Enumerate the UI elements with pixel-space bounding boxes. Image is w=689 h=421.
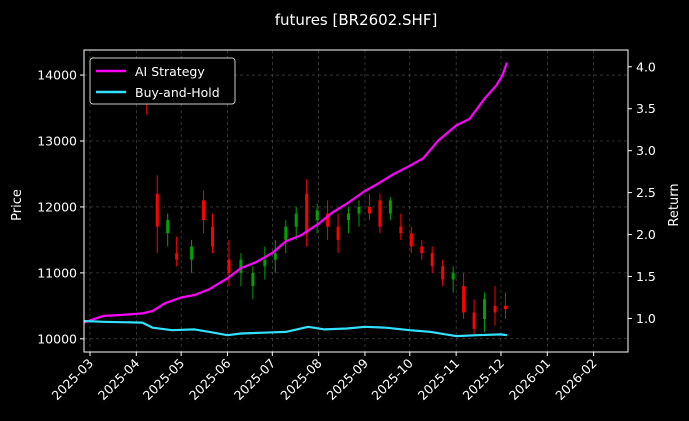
x-tick-label: 2025-05 xyxy=(140,356,188,404)
x-tick-label: 2025-09 xyxy=(324,355,372,403)
x-tick-label: 2025-11 xyxy=(415,356,463,404)
legend-box xyxy=(89,57,236,105)
candle-body xyxy=(166,220,170,234)
x-tick-label: 2026-01 xyxy=(506,356,554,404)
y2-tick-label: 2.5 xyxy=(636,185,656,200)
y-tick-label: 10000 xyxy=(37,331,77,346)
candle-body xyxy=(155,193,159,227)
candle-body xyxy=(239,259,243,273)
candle-body xyxy=(347,213,351,221)
candle-body xyxy=(336,226,340,240)
y-axis-label: Price xyxy=(10,189,25,221)
legend-label: AI Strategy xyxy=(135,64,205,79)
x-tick-label: 2025-07 xyxy=(231,356,279,404)
y2-tick-label: 2.0 xyxy=(636,227,656,242)
legend-label: Buy-and-Hold xyxy=(135,85,220,100)
candle-body xyxy=(420,246,424,254)
y-tick-label: 12000 xyxy=(37,199,77,214)
candle-body xyxy=(451,272,455,280)
plot-frame xyxy=(83,49,629,353)
axes-ticks: 10000 11000 12000 13000 14000 1.0 1.5 2.0 2.5 3.0… xyxy=(37,59,656,403)
series-layer xyxy=(83,62,508,338)
y-tick-label: 11000 xyxy=(37,265,77,280)
y2-axis-label: Return xyxy=(667,183,682,226)
chart-title: futures [BR2602.SHF] xyxy=(275,11,438,29)
y-tick-label: 14000 xyxy=(37,68,77,83)
candle-body xyxy=(430,253,434,267)
candle-body xyxy=(294,213,298,227)
legend: AI Strategy Buy-and-Hold xyxy=(89,57,236,105)
candle-body xyxy=(409,233,413,247)
candle-body xyxy=(202,200,206,221)
candle-body xyxy=(357,206,361,214)
candle-body xyxy=(441,266,445,280)
candle-body xyxy=(483,299,487,320)
y2-tick-label: 4.0 xyxy=(636,59,656,74)
candle-body xyxy=(378,200,382,227)
candle-body xyxy=(175,253,179,260)
x-tick-label: 2025-06 xyxy=(186,355,234,403)
x-tick-label: 2025-08 xyxy=(277,355,325,403)
candle-body xyxy=(263,259,267,267)
candle-body xyxy=(503,305,507,310)
y2-tick-label: 3.5 xyxy=(636,101,656,116)
x-tick-label: 2025-04 xyxy=(95,355,143,403)
y2-tick-label: 1.5 xyxy=(636,269,656,284)
series-line-ai-strategy xyxy=(83,62,508,324)
candle-body xyxy=(273,253,277,260)
candle-body xyxy=(190,246,194,260)
y-tick-label: 13000 xyxy=(37,133,77,148)
y2-tick-label: 3.0 xyxy=(636,143,656,158)
candle-body xyxy=(367,206,371,214)
x-tick-label: 2026-02 xyxy=(552,356,600,404)
candle-body xyxy=(227,259,231,273)
candle-body xyxy=(315,210,319,221)
candle-body xyxy=(251,272,255,287)
x-tick-label: 2025-03 xyxy=(49,356,97,404)
series-line-buy-and-hold xyxy=(83,319,508,338)
candle-body xyxy=(462,286,466,313)
x-tick-label: 2025-12 xyxy=(460,356,508,404)
candle-body xyxy=(211,226,215,247)
x-tick-label: 2025-10 xyxy=(368,355,416,403)
candle-body xyxy=(493,305,497,313)
candle-body xyxy=(305,193,309,234)
candle-body xyxy=(399,226,403,234)
y2-tick-label: 1.0 xyxy=(636,311,656,326)
candle-body xyxy=(284,226,288,240)
candle-body xyxy=(472,312,476,329)
candle-body xyxy=(388,200,392,214)
candle-body xyxy=(326,213,330,227)
